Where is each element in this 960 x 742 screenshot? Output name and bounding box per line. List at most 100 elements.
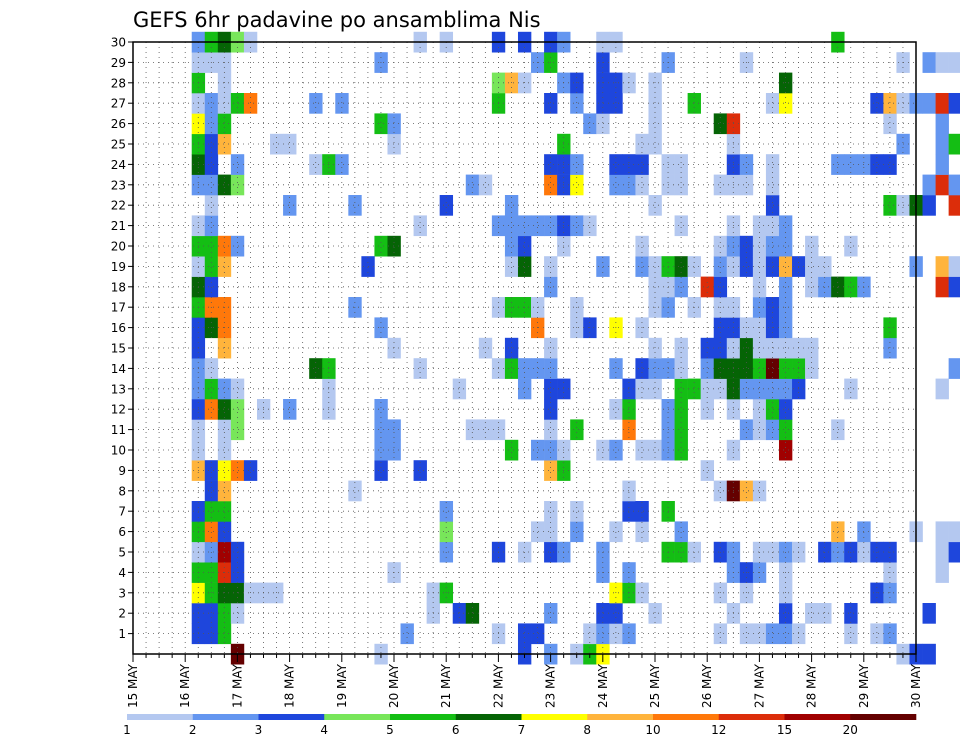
heatmap-cell <box>609 521 623 543</box>
heatmap-cell <box>544 439 558 461</box>
heatmap-cell <box>948 276 960 298</box>
colorbar-label: 3 <box>255 723 263 737</box>
heatmap-cell <box>596 256 610 277</box>
heatmap-cell <box>739 419 754 441</box>
heatmap-cell <box>948 521 960 543</box>
heatmap-cell <box>531 358 545 379</box>
heatmap-cell <box>752 378 767 400</box>
heatmap-cell <box>622 480 636 502</box>
x-tick-label: 15 MAY <box>126 663 140 708</box>
heatmap-cell <box>739 358 754 379</box>
heatmap-cell <box>635 501 649 522</box>
heatmap-cell <box>713 174 728 196</box>
x-tick-label: 22 MAY <box>491 663 505 708</box>
colorbar-label: 15 <box>777 723 792 737</box>
heatmap-cell <box>204 501 219 522</box>
heatmap-cell <box>752 623 767 645</box>
heatmap-cell <box>570 521 584 543</box>
heatmap-cell <box>948 93 960 114</box>
heatmap-cell <box>870 93 884 114</box>
heatmap-cell <box>544 174 558 196</box>
heatmap-cell <box>544 501 558 522</box>
x-tick-label: 29 MAY <box>857 663 871 708</box>
heatmap-cell <box>517 378 532 400</box>
y-tick-label: 24 <box>111 158 126 172</box>
heatmap-cell <box>635 521 649 543</box>
heatmap-cell <box>739 154 754 175</box>
heatmap-cell <box>648 603 662 624</box>
heatmap-cell <box>622 623 636 645</box>
heatmap-cell <box>204 603 219 624</box>
heatmap-cell <box>713 276 728 298</box>
heatmap-cell <box>596 623 610 645</box>
x-tick-label: 30 MAY <box>909 663 923 708</box>
heatmap-cell <box>400 623 414 645</box>
y-tick-label: 12 <box>111 403 126 417</box>
y-tick-label: 13 <box>111 382 126 396</box>
heatmap-cell <box>243 460 258 481</box>
heatmap-cell <box>504 337 519 359</box>
heatmap-cell <box>217 93 232 114</box>
colorbar-label: 6 <box>452 723 460 737</box>
heatmap-cell <box>544 337 558 359</box>
y-tick-label: 8 <box>118 484 126 498</box>
heatmap-cell <box>230 378 245 400</box>
heatmap-cell <box>504 358 519 379</box>
heatmap-cell <box>752 235 767 257</box>
heatmap-cell <box>844 154 858 175</box>
heatmap-cell <box>922 93 936 114</box>
heatmap-cell <box>478 174 493 196</box>
heatmap-cell <box>596 439 610 461</box>
heatmap-cell <box>596 603 610 624</box>
heatmap-cell <box>544 460 558 481</box>
heatmap-cell <box>217 501 232 522</box>
heatmap-cell <box>204 378 219 400</box>
heatmap-cell <box>765 623 780 645</box>
y-tick-label: 16 <box>111 321 126 335</box>
heatmap-cell <box>700 358 715 379</box>
heatmap-cell <box>752 215 767 237</box>
colorbar-label: 8 <box>583 723 591 737</box>
heatmap-cell <box>517 623 532 645</box>
heatmap-cell <box>374 419 388 441</box>
y-tick-label: 7 <box>118 505 126 519</box>
heatmap-cell <box>204 358 219 379</box>
heatmap-cell <box>439 195 454 216</box>
heatmap-cell <box>635 133 649 155</box>
heatmap-cell <box>648 195 662 216</box>
x-tick-label: 24 MAY <box>596 663 610 708</box>
heatmap-cell <box>204 256 219 277</box>
heatmap-cell <box>778 276 793 298</box>
y-tick-label: 20 <box>111 240 126 254</box>
heatmap-cell <box>348 195 362 216</box>
colorbar-swatch <box>718 714 785 720</box>
heatmap-cell <box>596 93 610 114</box>
heatmap-cell <box>217 133 232 155</box>
heatmap-cell <box>309 154 323 175</box>
heatmap-cell <box>765 337 780 359</box>
heatmap-cell <box>544 399 558 420</box>
heatmap-cell <box>217 399 232 420</box>
x-axis: 15 MAY 16 MAY 17 MAY 18 MAY 19 MAY 20 MAY 21 M… <box>126 654 923 708</box>
heatmap-cell <box>778 439 793 461</box>
heatmap-cell <box>204 521 219 543</box>
heatmap-cell <box>230 93 245 114</box>
heatmap-cell <box>230 419 245 441</box>
heatmap-cell <box>622 399 636 420</box>
heatmap-cell <box>217 623 232 645</box>
dotted-grid <box>133 42 916 654</box>
heatmap-cell <box>935 154 949 175</box>
heatmap-cell <box>544 358 558 379</box>
heatmap-cell <box>870 154 884 175</box>
heatmap-cell <box>517 235 532 257</box>
heatmap-cell <box>778 337 793 359</box>
heatmap-cell <box>765 378 780 400</box>
heatmap-cell <box>465 603 480 624</box>
heatmap-cell <box>570 93 584 114</box>
heatmap-cell <box>648 256 662 277</box>
heatmap-cell <box>635 174 649 196</box>
heatmap-cell <box>674 399 688 420</box>
heatmap-cell <box>204 195 219 216</box>
heatmap-cell <box>635 439 649 461</box>
